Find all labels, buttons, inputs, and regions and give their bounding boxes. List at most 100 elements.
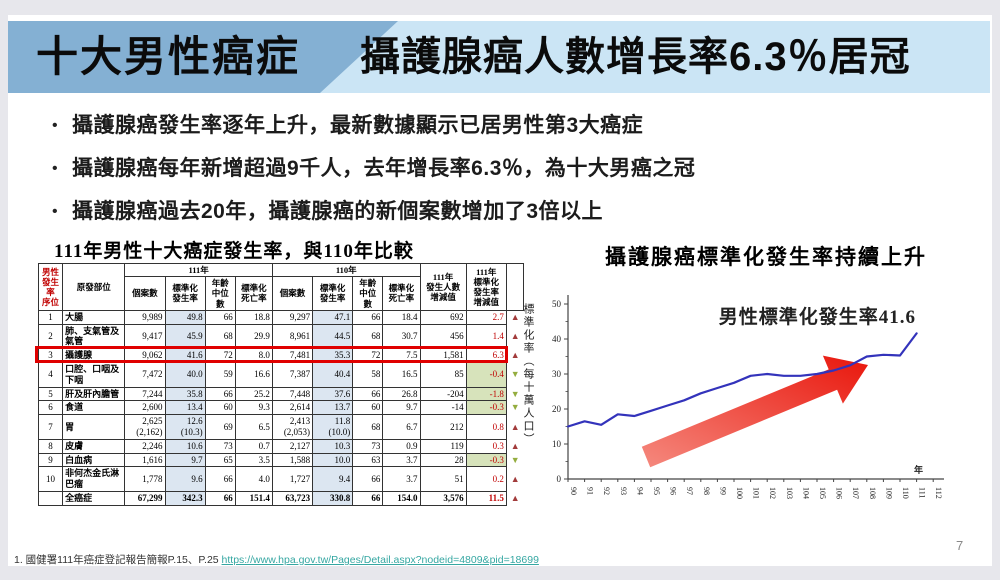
x-tick-label: 108 [868, 487, 877, 499]
x-tick-label: 95 [652, 487, 661, 495]
cell-rate-change: -0.3 [465, 452, 507, 468]
x-tick-label: 110 [901, 487, 910, 499]
cell-age-110: 68 [352, 414, 384, 440]
x-tick-label: 90 [569, 487, 578, 495]
cell-rate-111: 35.8 [164, 386, 206, 402]
cell-death-110: 3.7 [382, 452, 421, 468]
table-row: 3 攝護腺 9,062 41.6 72 8.0 7,481 35.3 72 7.5 1,581 6.3… [37, 348, 524, 363]
table-title: 111年男性十大癌症發生率，與110年比較 [54, 241, 414, 262]
col-group-110: 110年 [271, 262, 421, 278]
x-tick-label: 94 [635, 487, 644, 495]
col-header-seq: 男性 發生率 序位 [37, 263, 64, 311]
cell-count-change: 3,576 [419, 490, 467, 506]
cell-death-111: 151.4 [234, 490, 273, 506]
col-header-rate-111: 標準化 發生率 [164, 276, 206, 311]
cell-death-111: 9.3 [234, 400, 273, 416]
cell-cases-110: 7,448 [271, 386, 314, 402]
cell-rate-110: 35.3 [312, 348, 354, 363]
table-wrapper: 男性 發生率 序位 原發部位 111年 110年 111年 發生人數 增減值 1… [34, 262, 538, 506]
down-arrow-icon: ▼ [510, 369, 520, 380]
cell-seq [37, 490, 64, 506]
x-tick-label: 92 [602, 487, 611, 495]
cell-cases-111: 9,989 [124, 309, 166, 325]
cell-rate-change: 0.3 [465, 438, 507, 454]
cell-count-change: 692 [419, 309, 467, 325]
cell-death-110: 30.7 [382, 323, 421, 350]
cell-site: 肺、支氣管及氣管 [62, 323, 126, 350]
cell-cases-110: 7,387 [271, 361, 314, 388]
cell-cases-110: 2,413 (2,053) [271, 414, 314, 440]
cell-count-change: 85 [419, 361, 467, 388]
cell-cases-111: 1,778 [124, 466, 166, 492]
col-header-arrow-spacer [505, 263, 525, 311]
cell-seq: 2 [37, 323, 64, 350]
cell-age-110: 58 [352, 361, 384, 388]
cell-rate-110: 40.4 [312, 361, 354, 388]
cell-age-111: 66 [204, 386, 236, 402]
cell-count-change: 51 [419, 466, 467, 492]
cell-count-change: 119 [419, 438, 467, 454]
cell-site: 全癌症 [62, 490, 126, 506]
x-tick-label: 111 [918, 487, 927, 498]
col-group-111: 111年 [124, 262, 273, 278]
cell-death-111: 16.6 [234, 361, 273, 388]
x-tick-label: 112 [934, 487, 943, 499]
cell-death-111: 4.0 [234, 466, 273, 492]
table-header-row-2: 個案數 標準化 發生率 年齡 中位數 標準化 死亡率 個案數 標準化 發生率 年… [39, 276, 524, 311]
cell-site: 口腔、口咽及下咽 [62, 361, 126, 388]
cell-rate-110: 47.1 [312, 309, 354, 325]
bullet-item: • 攝護腺癌過去20年，攝護腺癌的新個案數增加了3倍以上 [52, 197, 952, 240]
cell-age-111: 66 [204, 466, 236, 492]
cell-count-change: 28 [419, 452, 467, 468]
cell-death-111: 0.7 [234, 438, 273, 454]
table-row: 6 食道 2,600 13.4 60 9.3 2,614 13.7 60 9.7 -14 -0.3 ▼ [37, 400, 524, 416]
x-tick-label: 100 [735, 487, 744, 499]
cell-cases-111: 9,062 [124, 348, 166, 363]
up-arrow-icon: ▲ [510, 440, 520, 451]
cell-cases-110: 8,961 [271, 323, 314, 350]
cell-death-110: 3.7 [382, 466, 421, 492]
cell-rate-111: 13.4 [164, 400, 206, 416]
table-row: 2 肺、支氣管及氣管 9,417 45.9 68 29.9 8,961 44.5 68 30.7 4… [37, 323, 524, 350]
cell-seq: 8 [37, 438, 64, 454]
col-header-rate-change: 111年 標準化 發生率 增減值 [465, 263, 507, 311]
table-row: 8 皮膚 2,246 10.6 73 0.7 2,127 10.3 73 0.9 119 0.3 ▲ [37, 438, 524, 454]
y-tick-label: 30 [552, 369, 562, 379]
cell-death-111: 25.2 [234, 386, 273, 402]
cell-age-110: 72 [352, 348, 384, 363]
cell-cases-110: 1,588 [271, 452, 314, 468]
footnote-link[interactable]: https://www.hpa.gov.tw/Pages/Detail.aspx… [221, 554, 539, 566]
bullet-text: 攝護腺癌每年新增超過9千人，去年增長率6.3％，為十大男癌之冠 [72, 157, 696, 180]
cell-seq: 1 [37, 309, 64, 325]
up-arrow-icon: ▲ [510, 312, 520, 322]
cell-rate-change: 0.8 [465, 414, 507, 440]
up-arrow-icon: ▲ [510, 492, 520, 503]
cell-death-110: 16.5 [382, 361, 421, 388]
cell-rate-110: 330.8 [312, 490, 354, 506]
footnote-text: 1. 國健署111年癌症登記報告簡報P.15、P.25 [14, 554, 222, 566]
col-header-site: 原發部位 [62, 263, 126, 311]
header-band: 十大男性癌症 攝護腺癌人數增長率6.3％居冠 [8, 21, 990, 93]
cell-death-110: 18.4 [382, 309, 421, 325]
cell-rate-111: 9.6 [164, 466, 206, 492]
y-tick-label: 0 [557, 474, 562, 484]
cell-rate-change: -0.4 [465, 361, 507, 388]
cell-seq: 4 [37, 361, 64, 388]
down-arrow-icon: ▼ [510, 454, 520, 465]
cell-age-110: 63 [352, 452, 384, 468]
table-header: 男性 發生率 序位 原發部位 111年 110年 111年 發生人數 增減值 1… [37, 262, 525, 311]
x-tick-label: 99 [718, 487, 727, 495]
table-row: 4 口腔、口咽及下咽 7,472 40.0 59 16.6 7,387 40.4 58 16.5 8… [37, 361, 524, 388]
bullet-item: • 攝護腺癌發生率逐年上升，最新數據顯示已居男性第3大癌症 [52, 111, 952, 154]
cell-cases-111: 9,417 [124, 323, 166, 350]
cell-site: 大腸 [62, 309, 126, 325]
bullet-icon: • [52, 117, 58, 134]
x-tick-label: 102 [768, 487, 777, 499]
x-tick-label: 103 [785, 487, 794, 499]
cell-seq: 6 [37, 400, 64, 416]
col-header-age-111: 年齡 中位數 [204, 276, 236, 311]
header-dark-band [8, 21, 398, 93]
x-tick-label: 101 [752, 487, 761, 499]
cell-rate-111: 10.6 [164, 438, 206, 454]
bullet-icon: • [52, 203, 58, 220]
